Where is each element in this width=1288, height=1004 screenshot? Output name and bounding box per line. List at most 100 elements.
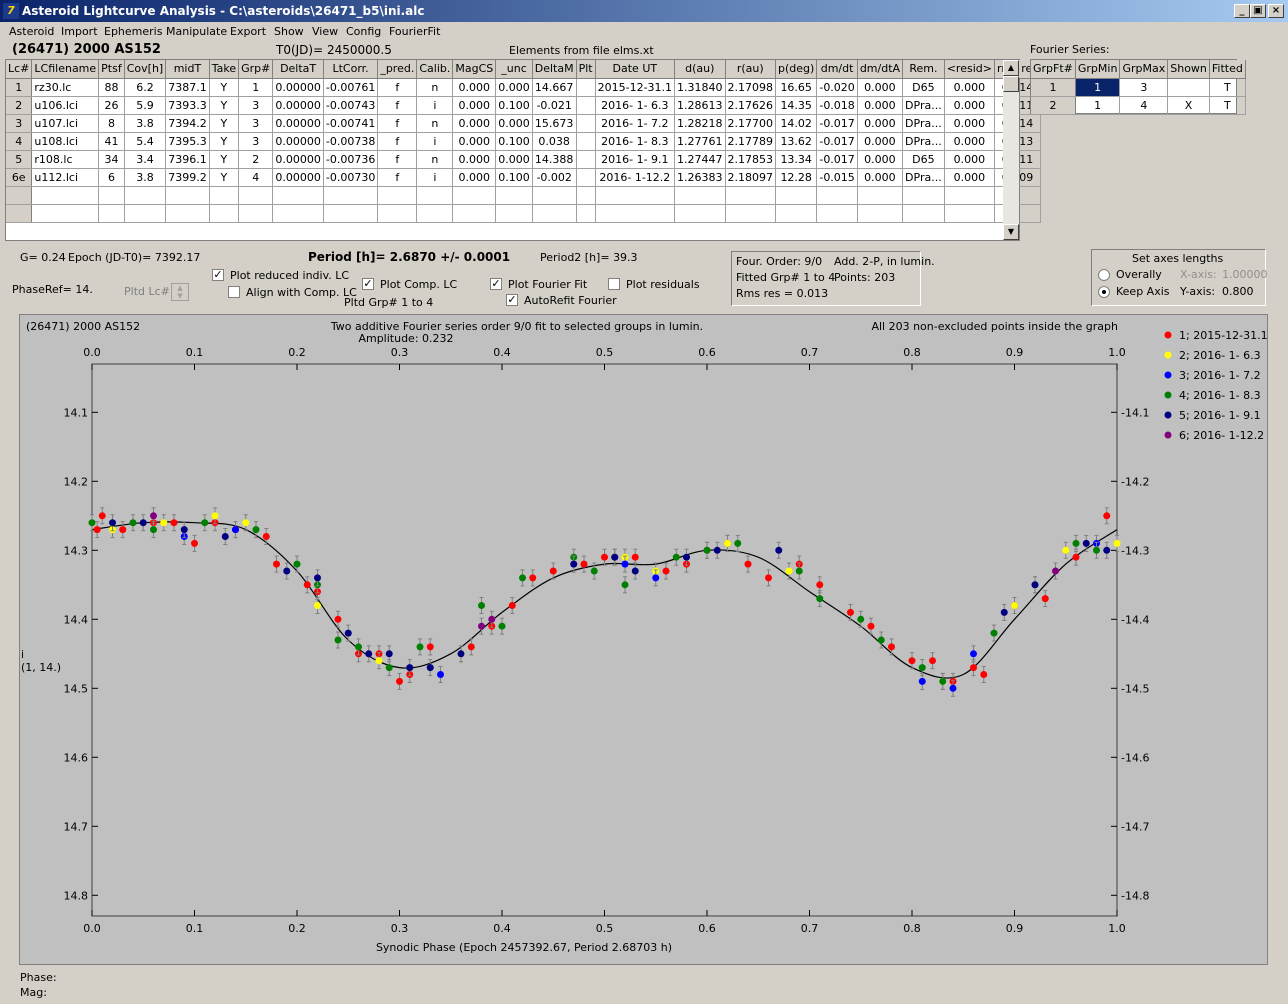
table-cell[interactable] [1167, 78, 1210, 97]
table-cell[interactable] [674, 186, 726, 205]
table-cell[interactable]: 41 [98, 132, 125, 151]
column-header[interactable]: Cov[h] [124, 60, 167, 79]
table-cell[interactable] [377, 204, 418, 223]
row-header[interactable] [6, 186, 33, 205]
table-cell[interactable]: 26 [98, 96, 125, 115]
table-cell[interactable]: 0.000 [452, 132, 497, 151]
grid-scrollbar[interactable]: ▲ ▼ [1003, 60, 1019, 240]
table-cell[interactable]: 2016- 1-12.2 [595, 168, 676, 187]
table-cell[interactable]: u106.lci [31, 96, 100, 115]
table-cell[interactable]: -0.020 [816, 78, 858, 97]
table-cell[interactable]: 1 [1075, 96, 1121, 115]
table-cell[interactable] [124, 186, 167, 205]
table-cell[interactable]: n [416, 150, 454, 169]
table-cell[interactable]: 15.673 [532, 114, 577, 133]
column-header[interactable]: d(au) [674, 60, 726, 79]
table-row[interactable]: 6e u112.lci 6 3.8 7399.2 Y 4 0.00000 -0.00730 f i 0… [6, 168, 1042, 187]
column-header[interactable]: <resid> [944, 60, 995, 79]
column-header[interactable]: _unc [495, 60, 533, 79]
table-cell[interactable]: 7399.2 [165, 168, 210, 187]
table-cell[interactable]: 0.00000 [272, 114, 324, 133]
table-cell[interactable]: 0.000 [452, 168, 497, 187]
table-cell[interactable]: -0.00736 [323, 150, 379, 169]
autorefit-checkbox[interactable]: ✓ [506, 294, 518, 306]
table-cell[interactable]: 2.17853 [725, 150, 777, 169]
table-cell[interactable]: 4 [238, 168, 274, 187]
table-cell[interactable] [209, 186, 240, 205]
table-cell[interactable]: -0.015 [816, 168, 858, 187]
menu-config[interactable]: Config [346, 25, 382, 38]
table-cell[interactable]: 14.388 [532, 150, 577, 169]
table-cell[interactable]: 2016- 1- 6.3 [595, 96, 676, 115]
table-cell[interactable]: 12.28 [775, 168, 818, 187]
table-cell[interactable]: 1.28218 [674, 114, 726, 133]
row-header[interactable]: 2 [1031, 96, 1076, 115]
table-cell[interactable]: -0.017 [816, 114, 858, 133]
table-cell[interactable]: 2.18097 [725, 168, 777, 187]
overally-label[interactable]: Overally [1116, 268, 1162, 281]
plot-residuals-checkbox[interactable] [608, 278, 620, 290]
table-cell[interactable]: i [416, 132, 454, 151]
table-cell[interactable] [576, 204, 596, 223]
autorefit-label[interactable]: AutoRefit Fourier [524, 294, 617, 307]
menu-asteroid[interactable]: Asteroid [9, 25, 55, 38]
table-cell[interactable] [272, 204, 324, 223]
table-cell[interactable]: 3.8 [124, 114, 167, 133]
table-cell[interactable]: DPra... [902, 114, 945, 133]
column-header[interactable]: _pred. [377, 60, 418, 79]
table-cell[interactable]: 6.2 [124, 78, 167, 97]
table-cell[interactable]: X [1167, 96, 1210, 115]
column-header[interactable]: MagCS [452, 60, 497, 79]
table-cell[interactable]: 3 [238, 114, 274, 133]
table-cell[interactable]: u108.lci [31, 132, 100, 151]
table-cell[interactable]: DPra... [902, 132, 945, 151]
table-cell[interactable]: 0.100 [495, 132, 533, 151]
table-cell[interactable]: 0.00000 [272, 150, 324, 169]
table-cell[interactable]: 6 [98, 168, 125, 187]
table-cell[interactable] [532, 186, 577, 205]
table-cell[interactable]: 0.000 [857, 150, 904, 169]
period-value[interactable]: Period [h]= 2.6870 +/- 0.0001 [308, 250, 511, 264]
row-header[interactable]: 5 [6, 150, 33, 169]
table-cell[interactable] [98, 186, 125, 205]
table-cell[interactable]: 2 [238, 150, 274, 169]
table-cell[interactable]: 3.4 [124, 150, 167, 169]
column-header[interactable]: p(deg) [775, 60, 818, 79]
table-cell[interactable]: 0.000 [452, 78, 497, 97]
table-cell[interactable] [495, 204, 533, 223]
align-label[interactable]: Align with Comp. LC [246, 286, 357, 299]
table-cell[interactable]: -0.00743 [323, 96, 379, 115]
table-cell[interactable]: 0.000 [944, 78, 995, 97]
table-cell[interactable]: 1.31840 [674, 78, 726, 97]
table-cell[interactable]: 5.9 [124, 96, 167, 115]
table-cell[interactable]: rz30.lc [31, 78, 100, 97]
column-header[interactable]: GrpMin [1075, 60, 1121, 79]
column-header[interactable]: Date UT [595, 60, 676, 79]
column-header[interactable]: midT [165, 60, 210, 79]
table-cell[interactable]: 14.02 [775, 114, 818, 133]
table-row[interactable]: 3 u107.lci 8 3.8 7394.2 Y 3 0.00000 -0.00741 f n 0.… [6, 114, 1042, 133]
table-cell[interactable]: 0.100 [495, 96, 533, 115]
table-cell[interactable] [816, 204, 858, 223]
table-cell[interactable]: n [416, 78, 454, 97]
table-cell[interactable] [576, 96, 596, 115]
menu-fourierfit[interactable]: FourierFit [389, 25, 441, 38]
column-header[interactable]: DeltaM [532, 60, 577, 79]
table-cell[interactable]: 3 [238, 96, 274, 115]
table-cell[interactable]: 2.17789 [725, 132, 777, 151]
table-cell[interactable] [165, 204, 210, 223]
menu-manipulate[interactable]: Manipulate [166, 25, 228, 38]
column-header[interactable]: Take [209, 60, 240, 79]
scroll-down-icon[interactable]: ▼ [1003, 224, 1019, 240]
table-row[interactable] [6, 204, 1042, 223]
table-cell[interactable]: 34 [98, 150, 125, 169]
table-cell[interactable] [98, 204, 125, 223]
table-cell[interactable]: 3 [238, 132, 274, 151]
table-cell[interactable]: Y [209, 132, 240, 151]
plot-reduced-label[interactable]: Plot reduced indiv. LC [230, 269, 350, 282]
table-cell[interactable] [595, 204, 676, 223]
table-cell[interactable]: f [377, 78, 418, 97]
table-cell[interactable] [31, 186, 100, 205]
table-cell[interactable] [725, 186, 777, 205]
